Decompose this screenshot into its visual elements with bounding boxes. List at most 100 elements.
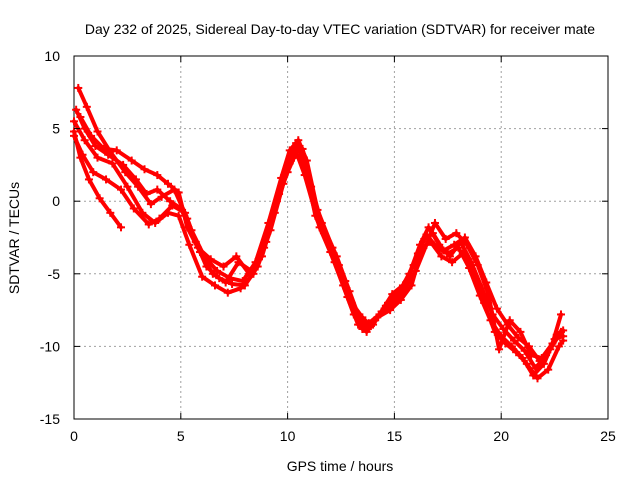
data-point-marker [557,310,566,319]
data-point-marker [492,304,501,313]
data-point-marker [347,298,356,307]
data-point-marker [531,364,540,373]
data-point-marker [121,168,130,177]
data-point-marker [198,272,207,281]
data-point-marker [422,240,431,249]
data-point-marker [70,117,78,126]
data-point-marker [510,336,519,345]
data-point-marker [206,255,215,264]
data-point-marker [557,327,566,336]
plot-frame [73,55,609,420]
data-point-marker [93,153,102,162]
data-point-marker [441,234,450,243]
data-point-marker [292,139,301,148]
series-line-track-5 [72,119,566,381]
data-point-marker [458,249,467,258]
data-point-marker [228,279,237,288]
y-tick-label: -5 [48,266,61,282]
data-point-marker [163,179,172,188]
data-point-marker [84,175,93,184]
x-tick-label: 10 [280,428,296,444]
data-point-marker [138,208,147,217]
data-point-marker [89,168,98,177]
data-point-marker [390,298,399,307]
data-point-marker [87,131,96,140]
data-point-marker [72,105,81,114]
data-point-marker [234,258,243,267]
data-point-marker [144,220,153,229]
x-tick-label: 20 [493,428,509,444]
data-point-marker [450,240,459,249]
chart-title: Day 232 of 2025, Sidereal Day-to-day VTE… [85,21,595,37]
data-point-marker [140,165,149,174]
data-point-marker [74,83,83,92]
data-point-marker [213,266,222,275]
data-point-marker [304,176,313,185]
data-point-marker [108,159,117,168]
data-point-marker [106,208,115,217]
data-point-marker [411,266,420,275]
data-point-marker [473,261,482,270]
x-tick-label: 15 [387,428,403,444]
data-point-marker [362,327,371,336]
y-tick-label: -15 [40,411,60,427]
data-point-marker [439,246,448,255]
data-point-marker [480,298,489,307]
data-point-marker [512,348,521,357]
data-point-marker [559,336,568,345]
data-point-marker [448,258,457,267]
data-point-marker [537,354,546,363]
data-point-marker [554,342,563,351]
series-group [70,83,568,383]
data-point-marker [210,281,219,290]
data-point-marker [401,284,410,293]
data-point-marker [174,211,183,220]
data-point-marker [157,192,166,201]
data-point-marker [166,197,175,206]
data-point-marker [544,365,553,374]
data-point-marker [358,313,367,322]
data-point-marker [70,131,78,140]
data-point-marker [283,168,292,177]
data-point-marker [163,208,172,217]
data-point-marker [116,185,125,194]
data-point-marker [260,243,269,252]
data-point-marker [377,307,386,316]
data-point-marker [366,322,375,331]
data-point-marker [78,150,87,159]
data-point-marker [112,146,121,155]
data-point-marker [298,144,307,153]
data-point-marker [95,194,104,203]
data-point-marker [354,320,363,329]
data-point-marker [319,229,328,238]
y-tick-label: 10 [44,48,60,64]
x-tick-label: 5 [177,428,185,444]
y-axis-label: SDTVAR / TECUs [6,182,22,294]
data-point-marker [296,150,305,159]
data-point-marker [80,136,89,145]
y-tick-label: 5 [52,121,60,137]
data-point-marker [463,240,472,249]
data-point-marker [469,269,478,278]
data-point-marker [484,290,493,299]
data-point-marker [522,359,531,368]
series-line-track-6 [78,115,563,360]
y-tick-label: 0 [52,193,60,209]
data-point-marker [236,284,245,293]
series-line-track-1 [72,129,123,230]
data-point-marker [527,351,536,360]
data-point-marker [91,142,100,151]
data-point-marker [196,248,205,257]
series-line-track-3 [74,107,566,371]
x-tick-label: 0 [70,428,78,444]
data-point-marker [290,153,299,162]
data-point-marker [134,182,143,191]
data-point-marker [516,327,525,336]
data-point-marker [548,339,557,348]
data-point-marker [151,218,160,227]
data-point-marker [232,252,241,261]
data-point-marker [495,345,504,354]
x-axis-label: GPS time / hours [287,458,394,474]
data-point-marker [99,144,108,153]
